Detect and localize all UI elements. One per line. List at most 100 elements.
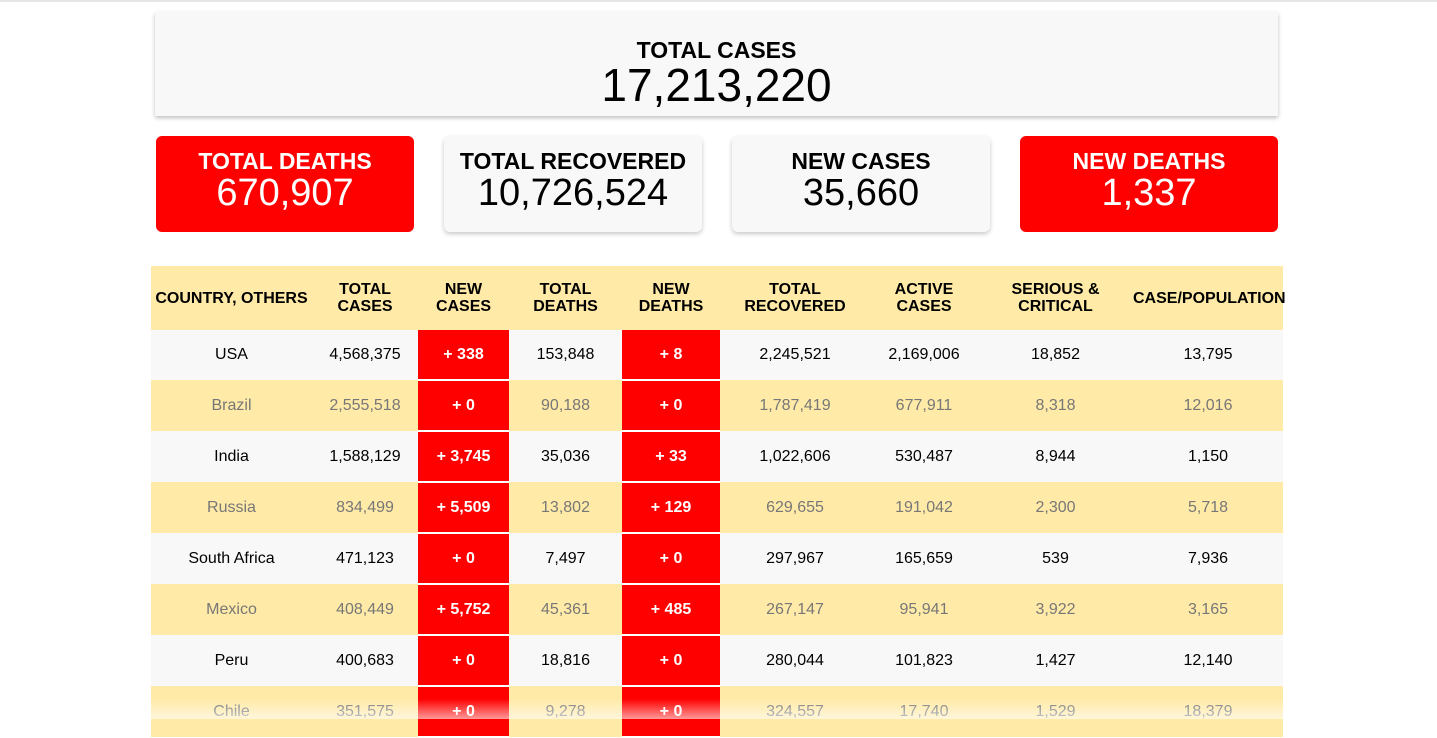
table-row[interactable]: Peru 400,683 + 0 18,816 + 0 280,044 101,823 1,4…	[151, 635, 1283, 687]
country-cell: South Africa	[151, 533, 312, 584]
total-deaths-cell: 9,278	[509, 686, 622, 737]
total-recovered-cell: 324,557	[720, 686, 870, 737]
case-population-cell: 18,379	[1133, 686, 1283, 737]
table-row[interactable]: South Africa 471,123 + 0 7,497 + 0 297,967 165…	[151, 533, 1283, 585]
serious-critical-cell: 1,427	[978, 635, 1133, 686]
case-population-cell: 1,150	[1133, 431, 1283, 482]
new-cases-cell: + 0	[418, 533, 509, 585]
total-recovered-cell: 267,147	[720, 584, 870, 635]
total-cases-card: TOTAL CASES 17,213,220	[155, 12, 1278, 116]
new-deaths-cell: + 0	[622, 533, 720, 585]
column-header[interactable]: TOTAL RECOVERED	[720, 266, 870, 330]
column-header[interactable]: CASE/POPULATION	[1133, 266, 1286, 330]
active-cases-cell: 165,659	[870, 533, 978, 584]
total-recovered-card: TOTAL RECOVERED 10,726,524	[444, 136, 702, 232]
active-cases-cell: 101,823	[870, 635, 978, 686]
table-row[interactable]: India 1,588,129 + 3,745 35,036 + 33 1,022,606…	[151, 431, 1283, 483]
new-cases-cell: + 0	[418, 380, 509, 432]
total-recovered-label: TOTAL RECOVERED	[459, 148, 687, 174]
country-cell: India	[151, 431, 312, 482]
new-cases-cell: + 0	[418, 635, 509, 687]
new-deaths-cell: + 0	[622, 686, 720, 738]
serious-critical-cell: 3,922	[978, 584, 1133, 635]
new-deaths-cell: + 0	[622, 380, 720, 432]
new-deaths-cell: + 485	[622, 584, 720, 636]
table-row[interactable]: Russia 834,499 + 5,509 13,802 + 129 629,655 19…	[151, 482, 1283, 534]
total-recovered-cell: 2,245,521	[720, 330, 870, 380]
total-cases-cell: 4,568,375	[312, 330, 418, 380]
top-divider	[0, 0, 1437, 2]
total-recovered-value: 10,726,524	[477, 172, 669, 214]
active-cases-cell: 95,941	[870, 584, 978, 635]
new-cases-value: 35,660	[802, 172, 920, 214]
total-deaths-card: TOTAL DEATHS 670,907	[156, 136, 414, 232]
total-cases-cell: 408,449	[312, 584, 418, 635]
country-cell: Chile	[151, 686, 312, 737]
new-cases-card: NEW CASES 35,660	[732, 136, 990, 232]
active-cases-cell: 17,740	[870, 686, 978, 737]
total-cases-value: 17,213,220	[601, 59, 832, 111]
new-deaths-cell: + 129	[622, 482, 720, 534]
total-deaths-cell: 35,036	[509, 431, 622, 482]
total-deaths-cell: 153,848	[509, 330, 622, 380]
column-header[interactable]: SERIOUS & CRITICAL	[978, 266, 1133, 330]
new-deaths-cell: + 0	[622, 635, 720, 687]
new-deaths-cell: + 33	[622, 431, 720, 483]
case-population-cell: 13,795	[1133, 330, 1283, 380]
total-cases-cell: 1,588,129	[312, 431, 418, 482]
serious-critical-cell: 539	[978, 533, 1133, 584]
new-deaths-value: 1,337	[1101, 172, 1197, 214]
case-population-cell: 7,936	[1133, 533, 1283, 584]
column-header[interactable]: ACTIVE CASES	[870, 266, 978, 330]
country-cell: Russia	[151, 482, 312, 533]
new-cases-cell: + 338	[418, 330, 509, 381]
total-cases-cell: 400,683	[312, 635, 418, 686]
new-cases-cell: + 5,752	[418, 584, 509, 636]
case-population-cell: 5,718	[1133, 482, 1283, 533]
country-stats-table: COUNTRY, OTHERS TOTAL CASES NEW CASES TOTA…	[151, 266, 1286, 738]
new-cases-cell: + 5,509	[418, 482, 509, 534]
new-cases-cell: + 3,745	[418, 431, 509, 483]
column-header[interactable]: TOTAL CASES	[312, 266, 418, 330]
total-cases-label: TOTAL CASES	[636, 37, 797, 63]
serious-critical-cell: 8,944	[978, 431, 1133, 482]
serious-critical-cell: 8,318	[978, 380, 1133, 431]
case-population-cell: 12,016	[1133, 380, 1283, 431]
case-population-cell: 12,140	[1133, 635, 1283, 686]
table-body: USA 4,568,375 + 338 153,848 + 8 2,245,521 2,16…	[151, 330, 1283, 738]
serious-critical-cell: 2,300	[978, 482, 1133, 533]
table-row[interactable]: Brazil 2,555,518 + 0 90,188 + 0 1,787,419 677,…	[151, 380, 1283, 432]
column-header[interactable]: COUNTRY, OTHERS	[151, 266, 312, 330]
new-deaths-label: NEW DEATHS	[1072, 148, 1226, 174]
total-deaths-cell: 90,188	[509, 380, 622, 431]
new-cases-cell: + 0	[418, 686, 509, 738]
total-recovered-cell: 1,022,606	[720, 431, 870, 482]
table-row[interactable]: USA 4,568,375 + 338 153,848 + 8 2,245,521 2,16…	[151, 330, 1283, 381]
case-population-cell: 3,165	[1133, 584, 1283, 635]
serious-critical-cell: 1,529	[978, 686, 1133, 737]
new-deaths-card: NEW DEATHS 1,337	[1020, 136, 1278, 232]
total-cases-cell: 351,575	[312, 686, 418, 737]
total-recovered-cell: 1,787,419	[720, 380, 870, 431]
active-cases-cell: 530,487	[870, 431, 978, 482]
table-row[interactable]: Mexico 408,449 + 5,752 45,361 + 485 267,147 95…	[151, 584, 1283, 636]
country-cell: Brazil	[151, 380, 312, 431]
total-deaths-cell: 18,816	[509, 635, 622, 686]
new-deaths-cell: + 8	[622, 330, 720, 381]
table-row[interactable]: Chile 351,575 + 0 9,278 + 0 324,557 17,740 1,52…	[151, 686, 1283, 738]
total-recovered-cell: 297,967	[720, 533, 870, 584]
column-header[interactable]: NEW DEATHS	[622, 266, 720, 330]
column-header[interactable]: TOTAL DEATHS	[509, 266, 622, 330]
active-cases-cell: 191,042	[870, 482, 978, 533]
table-header-row: COUNTRY, OTHERS TOTAL CASES NEW CASES TOTA…	[151, 266, 1286, 330]
total-deaths-label: TOTAL DEATHS	[198, 148, 372, 174]
total-recovered-cell: 280,044	[720, 635, 870, 686]
country-cell: USA	[151, 330, 312, 380]
total-deaths-cell: 45,361	[509, 584, 622, 635]
total-cases-cell: 2,555,518	[312, 380, 418, 431]
serious-critical-cell: 18,852	[978, 330, 1133, 380]
total-deaths-value: 670,907	[216, 172, 354, 214]
total-deaths-cell: 13,802	[509, 482, 622, 533]
column-header[interactable]: NEW CASES	[418, 266, 509, 330]
new-cases-label: NEW CASES	[791, 148, 931, 174]
